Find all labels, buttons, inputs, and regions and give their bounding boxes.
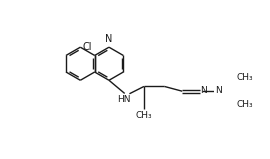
Text: CH₃: CH₃: [136, 111, 152, 120]
Text: N: N: [200, 86, 207, 95]
Text: HN: HN: [117, 95, 131, 104]
Text: N: N: [105, 34, 113, 44]
Text: N: N: [215, 86, 222, 95]
Text: Cl: Cl: [83, 42, 92, 52]
Text: CH₃: CH₃: [236, 100, 253, 109]
Text: CH₃: CH₃: [236, 73, 253, 82]
